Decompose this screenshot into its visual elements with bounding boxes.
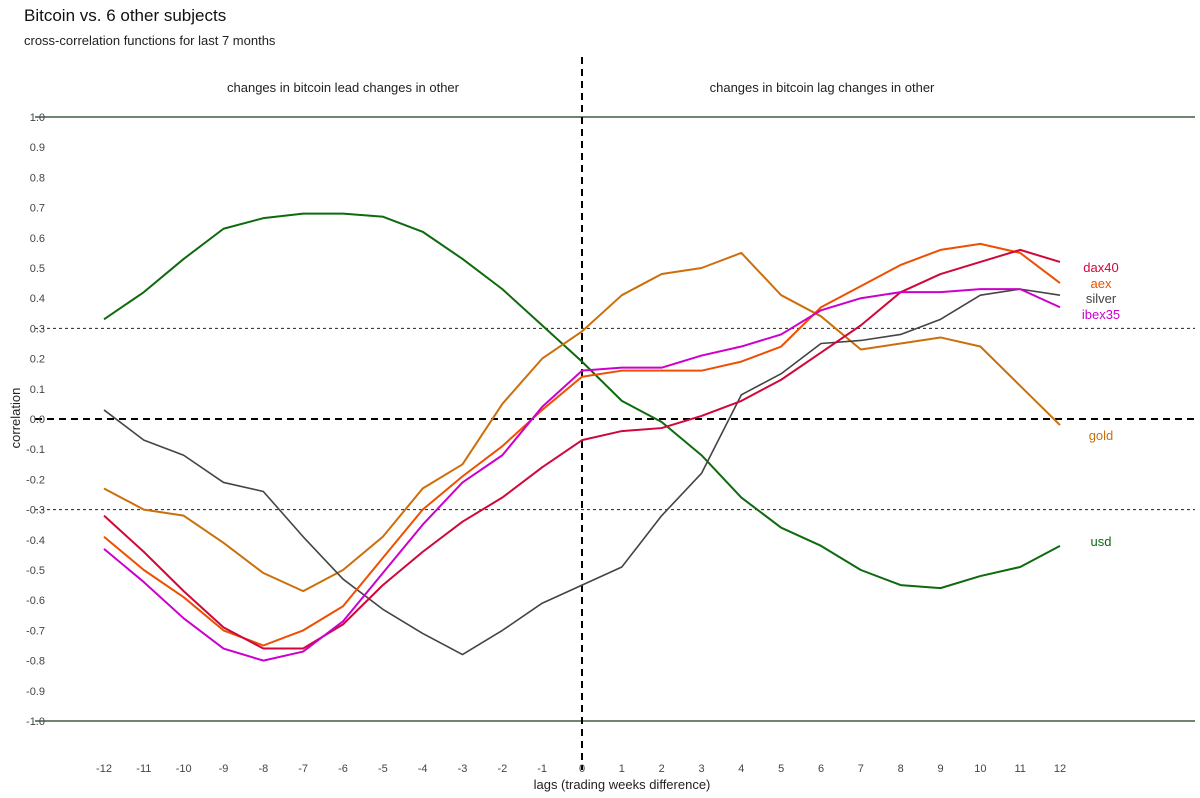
y-tick-label: 0.0 (30, 414, 45, 426)
x-tick-label: 5 (778, 763, 784, 775)
x-tick-label: 6 (818, 763, 824, 775)
series-line-ibex35 (103, 288, 1061, 662)
y-tick-label: -0.1 (26, 444, 45, 456)
series-line-aex (103, 242, 1061, 647)
series-line-silver (103, 288, 1061, 656)
x-tick-label: -2 (497, 763, 507, 775)
y-tick-label: -0.9 (26, 686, 45, 698)
y-tick-label: -0.6 (26, 595, 45, 607)
y-tick-label: -0.4 (26, 535, 45, 547)
series-lines (103, 212, 1061, 662)
series-line-usd (103, 212, 1061, 590)
series-label-silver: silver (1086, 291, 1117, 306)
y-tick-label: -0.3 (26, 505, 45, 517)
x-tick-label: 10 (974, 763, 986, 775)
x-tick-label: 2 (659, 763, 665, 775)
series-label-usd: usd (1091, 534, 1112, 549)
y-tick-label: -1.0 (26, 716, 45, 728)
x-tick-label: -3 (458, 763, 468, 775)
x-tick-label: 3 (698, 763, 704, 775)
x-tick-label: 12 (1054, 763, 1066, 775)
annotation-lag: changes in bitcoin lag changes in other (710, 80, 935, 95)
y-tick-label: -0.2 (26, 474, 45, 486)
y-tick-label: 0.8 (30, 172, 45, 184)
x-tick-label: -1 (537, 763, 547, 775)
y-tick-label: 0.4 (30, 293, 45, 305)
y-tick-label: 0.6 (30, 233, 45, 245)
series-label-aex: aex (1091, 276, 1112, 291)
x-tick-label: -9 (219, 763, 229, 775)
y-tick-label: 1.0 (30, 112, 45, 124)
series-label-dax40: dax40 (1083, 260, 1118, 275)
series-line-gold (103, 251, 1061, 593)
chart-subtitle: cross-correlation functions for last 7 m… (24, 33, 276, 48)
y-tick-label: -0.7 (26, 625, 45, 637)
x-tick-label: 8 (898, 763, 904, 775)
y-tick-label: 0.9 (30, 142, 45, 154)
x-tick-label: 11 (1014, 763, 1025, 775)
x-tick-label: -6 (338, 763, 348, 775)
y-axis-title: correlation (8, 388, 23, 449)
x-tick-label: -4 (418, 763, 428, 775)
x-tick-label: -12 (96, 763, 112, 775)
x-tick-label: 1 (619, 763, 625, 775)
x-tick-label: 4 (738, 763, 744, 775)
x-axis-ticks: -12 -11 -10 -9 -8 -7 -6 -5 -4 -3 -2 -1 0 1 2 3 4 5 6 7 8 9 10 1… (96, 763, 1066, 775)
reference-lines (35, 57, 1195, 770)
chart-title: Bitcoin vs. 6 other subjects (24, 6, 227, 25)
annotation-lead: changes in bitcoin lead changes in other (227, 80, 460, 95)
y-tick-label: 0.5 (30, 263, 45, 275)
x-tick-label: -7 (298, 763, 308, 775)
y-tick-label: 0.3 (30, 323, 45, 335)
y-axis-ticks: 1.0 0.9 0.8 0.7 0.6 0.5 0.4 0.3 0.2 0.1 0.0 -0.1 -0.… (26, 112, 45, 728)
x-tick-label: -5 (378, 763, 388, 775)
y-tick-label: 0.7 (30, 203, 45, 215)
series-label-ibex35: ibex35 (1082, 307, 1120, 322)
x-tick-label: -8 (258, 763, 268, 775)
x-tick-label: 7 (858, 763, 864, 775)
y-tick-label: 0.2 (30, 354, 45, 366)
x-tick-label: -11 (136, 763, 151, 775)
series-label-gold: gold (1089, 428, 1114, 443)
y-tick-label: -0.5 (26, 565, 45, 577)
y-tick-label: -0.8 (26, 656, 45, 668)
x-axis-title: lags (trading weeks difference) (534, 777, 711, 792)
x-tick-label: -10 (176, 763, 192, 775)
x-tick-label: 9 (937, 763, 943, 775)
x-tick-label: 0 (579, 763, 585, 775)
y-tick-label: 0.1 (30, 384, 45, 396)
